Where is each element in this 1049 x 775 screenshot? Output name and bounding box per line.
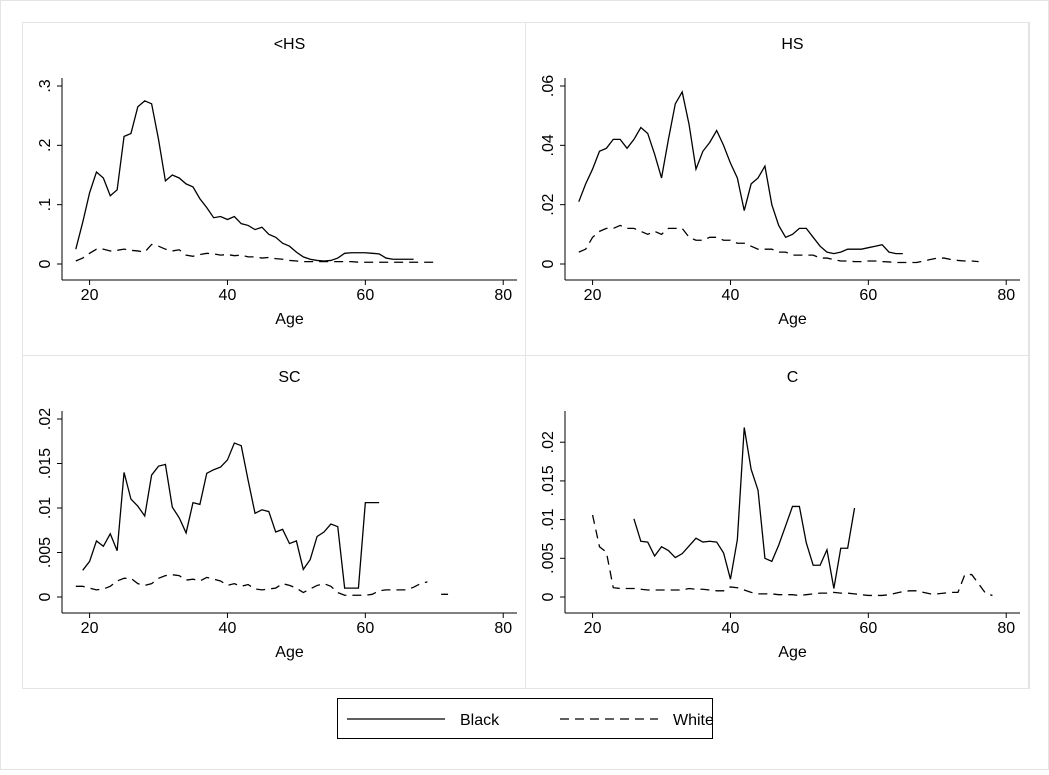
panel: <HS 0 .1 .2 .3 20 40 60 80 Age xyxy=(22,22,526,356)
panel-title: C xyxy=(787,369,799,386)
x-tick-label: 40 xyxy=(722,287,740,304)
panel-title: <HS xyxy=(274,36,306,53)
x-axis-label: Age xyxy=(778,644,807,661)
x-tick-label: 80 xyxy=(997,287,1015,304)
data-line xyxy=(82,442,380,589)
y-tick-label: .015 xyxy=(37,448,54,479)
data-line xyxy=(633,427,856,589)
x-tick-label: 80 xyxy=(997,620,1015,637)
y-tick-label: .06 xyxy=(540,75,557,97)
x-tick-label: 40 xyxy=(219,287,237,304)
x-tick-label: 60 xyxy=(859,287,877,304)
x-axis-label: Age xyxy=(778,311,807,328)
x-axis-label: Age xyxy=(275,311,304,328)
x-tick-label: 40 xyxy=(722,620,740,637)
y-tick-label: .04 xyxy=(540,134,557,156)
y-tick-label: .02 xyxy=(540,193,557,215)
x-tick-label: 80 xyxy=(494,620,512,637)
y-tick-label: .02 xyxy=(37,408,54,430)
y-tick-label: 0 xyxy=(540,259,557,268)
legend-label: White xyxy=(673,712,714,729)
data-line xyxy=(75,100,414,262)
y-tick-label: .01 xyxy=(37,497,54,519)
data-line xyxy=(578,90,903,255)
panel-title: SC xyxy=(278,369,300,386)
y-tick-label: 0 xyxy=(37,259,54,268)
panel-frame xyxy=(525,355,1029,689)
y-tick-label: .01 xyxy=(540,508,557,530)
x-tick-label: 20 xyxy=(584,287,602,304)
y-tick-label: .005 xyxy=(540,543,557,574)
legend-label: Black xyxy=(460,712,500,729)
x-tick-label: 60 xyxy=(859,620,877,637)
y-tick-label: 0 xyxy=(37,592,54,601)
x-tick-label: 60 xyxy=(356,620,374,637)
y-tick-label: .2 xyxy=(37,139,54,152)
x-tick-label: 80 xyxy=(494,287,512,304)
y-tick-label: .02 xyxy=(540,431,557,453)
data-line xyxy=(591,514,993,597)
data-line xyxy=(75,243,435,263)
legend: Black White xyxy=(337,698,714,739)
panel: C 0 .005 .01 .015 .02 20 40 60 80 Age xyxy=(525,355,1029,689)
x-tick-label: 20 xyxy=(81,287,99,304)
panel-title: HS xyxy=(781,36,803,53)
data-line xyxy=(75,574,449,596)
y-tick-label: .3 xyxy=(37,79,54,92)
x-axis-label: Age xyxy=(275,644,304,661)
x-tick-label: 40 xyxy=(219,620,237,637)
x-tick-label: 20 xyxy=(584,620,602,637)
data-line xyxy=(578,224,979,264)
y-tick-label: .005 xyxy=(37,537,54,568)
y-tick-label: .015 xyxy=(540,465,557,496)
y-tick-label: 0 xyxy=(540,592,557,601)
y-tick-label: .1 xyxy=(37,198,54,211)
panel: SC 0 .005 .01 .015 .02 20 40 60 80 Age xyxy=(22,355,526,689)
x-tick-label: 60 xyxy=(356,287,374,304)
x-tick-label: 20 xyxy=(81,620,99,637)
